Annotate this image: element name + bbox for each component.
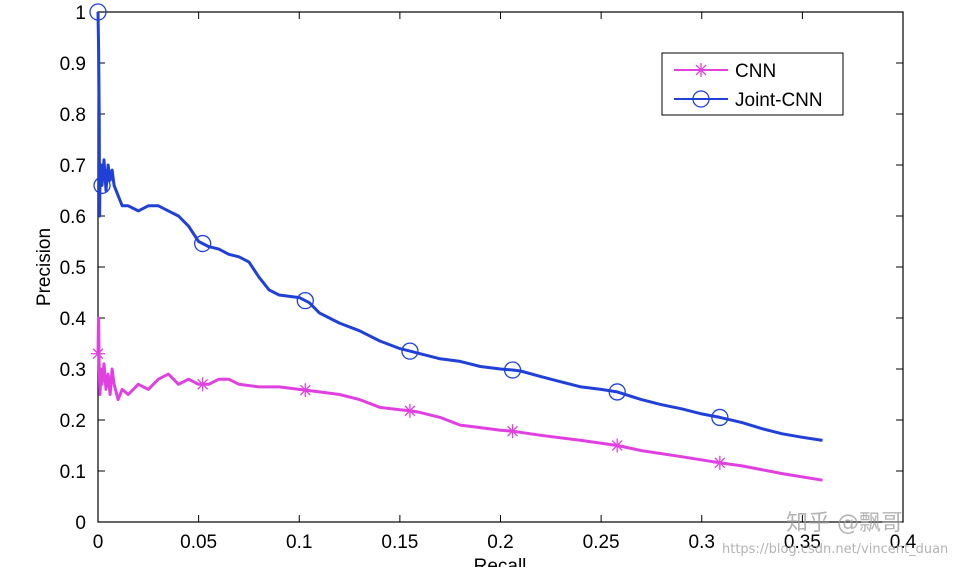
y-tick-labels: 0 0.1 0.2 0.3 0.4 0.5 0.6 0.7 0.8 0.9 1 bbox=[60, 3, 87, 534]
marker-joint-cnn bbox=[608, 383, 626, 401]
y-tick-label: 0.7 bbox=[60, 156, 86, 177]
legend-label-joint-cnn: Joint-CNN bbox=[735, 90, 823, 111]
x-tick-label: 0.05 bbox=[180, 532, 217, 553]
series-line-joint-cnn bbox=[96, 11, 823, 442]
x-tick-label: 0.15 bbox=[381, 532, 418, 553]
legend-marker-joint-cnn bbox=[692, 90, 710, 108]
x-tick-label: 0.3 bbox=[689, 532, 715, 553]
y-tick-label: 0.1 bbox=[60, 462, 86, 483]
marker-joint-cnn bbox=[503, 361, 522, 379]
series-lines bbox=[96, 11, 823, 482]
marker-joint-cnn bbox=[401, 342, 419, 360]
y-axis-title: Precision bbox=[34, 228, 55, 306]
y-tick-label: 0.9 bbox=[60, 54, 86, 75]
y-tick-label: 0.3 bbox=[60, 360, 86, 381]
series-markers bbox=[89, 3, 729, 470]
legend: CNN Joint-CNN bbox=[661, 52, 844, 116]
y-tick-label: 0.6 bbox=[60, 207, 86, 228]
x-tick-label: 0.1 bbox=[286, 532, 312, 553]
y-tick-label: 0.8 bbox=[60, 105, 86, 126]
marker-cnn bbox=[402, 403, 417, 418]
y-tick-label: 0.5 bbox=[60, 258, 86, 279]
y-tick-label: 0 bbox=[75, 513, 86, 534]
x-tick-label: 0.25 bbox=[583, 532, 620, 553]
marker-cnn bbox=[610, 438, 625, 453]
x-axis-title: Recall bbox=[474, 556, 527, 567]
marker-cnn bbox=[712, 455, 727, 470]
watermark-url: https://blog.csdn.net/vincent_duan bbox=[722, 542, 948, 557]
marker-cnn bbox=[298, 383, 313, 398]
series-line-cnn bbox=[96, 316, 823, 482]
legend-box bbox=[661, 52, 844, 116]
marker-joint-cnn bbox=[89, 3, 107, 21]
marker-joint-cnn bbox=[193, 234, 212, 253]
y-tick-label: 1 bbox=[75, 3, 86, 24]
x-tick-label: 0 bbox=[93, 532, 104, 553]
x-tick-label: 0.4 bbox=[890, 532, 917, 553]
marker-cnn bbox=[505, 424, 520, 439]
y-tick-label: 0.4 bbox=[60, 309, 87, 330]
marker-cnn bbox=[195, 377, 210, 392]
legend-asterisk bbox=[694, 63, 708, 77]
watermark-zhihu: 知乎 @飘哥 bbox=[786, 511, 903, 536]
y-tick-label: 0.2 bbox=[60, 411, 86, 432]
x-tick-labels: 0 0.05 0.1 0.15 0.2 0.25 0.3 0.35 0.4 bbox=[93, 532, 917, 553]
marker-joint-cnn bbox=[93, 176, 111, 195]
marker-cnn bbox=[91, 346, 105, 361]
legend-marker-cnn bbox=[694, 63, 708, 77]
x-tick-label: 0.35 bbox=[784, 532, 821, 553]
marker-joint-cnn bbox=[711, 408, 729, 427]
axis-ticks bbox=[97, 11, 904, 523]
marker-joint-cnn bbox=[296, 292, 314, 310]
legend-label-cnn: CNN bbox=[735, 61, 776, 82]
x-tick-label: 0.2 bbox=[487, 532, 513, 553]
